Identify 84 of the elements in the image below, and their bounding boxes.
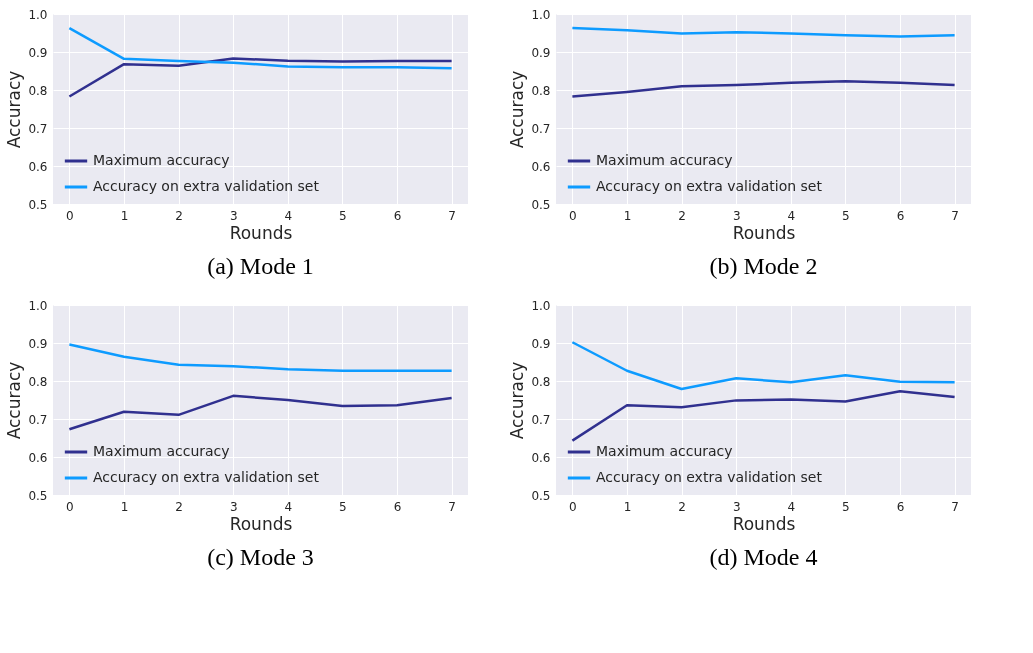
y-tick-label: 0.9 [28, 45, 48, 60]
line-series [68, 57, 453, 98]
x-tick-label: 5 [339, 208, 347, 223]
y-tick-label: 1.0 [531, 298, 551, 313]
legend-label: Accuracy on extra validation set [93, 469, 320, 485]
line-series [571, 26, 956, 38]
x-tick-label: 5 [339, 499, 347, 514]
y-tick-label: 1.0 [531, 7, 551, 22]
text: (d) Mode 4 [709, 544, 818, 570]
line-series [68, 394, 453, 431]
y-tick-label: 1.0 [28, 298, 48, 313]
y-tick-label: 0.7 [531, 412, 551, 427]
x-tick-label: 6 [393, 499, 402, 514]
y-tick-label: 0.5 [28, 488, 48, 503]
text: (a) Mode 1 [207, 253, 314, 279]
line-series [68, 343, 453, 372]
x-tick-label: 1 [120, 499, 129, 514]
y-axis-title: Accuracy [507, 70, 528, 149]
y-tick-label: 0.9 [28, 336, 48, 351]
y-tick-label: 0.6 [531, 450, 551, 465]
x-tick-label: 1 [120, 208, 129, 223]
y-tick-label: 0.5 [531, 488, 551, 503]
x-tick-label: 0 [66, 499, 74, 514]
x-tick-label: 6 [393, 208, 402, 223]
y-tick-label: 0.6 [28, 450, 48, 465]
y-tick-label: 0.8 [28, 374, 48, 389]
x-tick-label: 2 [678, 499, 686, 514]
y-axis-title: Accuracy [4, 361, 25, 440]
x-axis-title: Rounds [229, 222, 293, 243]
x-tick-label: 7 [951, 208, 959, 223]
y-tick-label: 0.6 [28, 159, 48, 174]
line-series [68, 26, 453, 70]
line-series [571, 80, 956, 98]
y-tick-label: 0.7 [531, 121, 551, 136]
x-tick-label: 6 [896, 208, 905, 223]
legend-label: Accuracy on extra validation set [596, 469, 823, 485]
x-tick-label: 6 [896, 499, 905, 514]
x-tick-label: 5 [842, 499, 850, 514]
line-series [571, 390, 956, 442]
y-tick-label: 1.0 [28, 7, 48, 22]
x-tick-label: 2 [678, 208, 686, 223]
x-tick-label: 4 [787, 208, 796, 223]
y-tick-label: 0.8 [531, 374, 551, 389]
y-tick-label: 0.9 [531, 45, 551, 60]
x-tick-label: 3 [229, 499, 238, 514]
x-tick-label: 7 [448, 499, 456, 514]
y-tick-label: 0.6 [531, 159, 551, 174]
y-tick-label: 0.7 [28, 412, 48, 427]
y-tick-label: 0.9 [531, 336, 551, 351]
y-tick-label: 0.8 [28, 83, 48, 98]
x-tick-label: 1 [623, 499, 632, 514]
legend-label: Accuracy on extra validation set [93, 178, 320, 194]
x-tick-label: 0 [66, 208, 74, 223]
x-axis-title: Rounds [732, 513, 796, 534]
legend-label: Accuracy on extra validation set [596, 178, 823, 194]
x-tick-label: 2 [175, 499, 183, 514]
x-tick-label: 3 [732, 499, 741, 514]
x-tick-label: 0 [569, 208, 577, 223]
y-tick-label: 0.7 [28, 121, 48, 136]
x-tick-label: 7 [448, 208, 456, 223]
x-tick-label: 4 [787, 499, 796, 514]
text: (c) Mode 3 [207, 544, 314, 570]
x-axis-title: Rounds [229, 513, 293, 534]
legend-label: Maximum accuracy [93, 443, 230, 459]
x-tick-label: 5 [842, 208, 850, 223]
y-axis-title: Accuracy [507, 361, 528, 440]
y-tick-label: 0.5 [531, 197, 551, 212]
x-tick-label: 7 [951, 499, 959, 514]
x-tick-label: 0 [569, 499, 577, 514]
x-tick-label: 2 [175, 208, 183, 223]
text: (b) Mode 2 [709, 253, 818, 279]
x-tick-label: 3 [229, 208, 238, 223]
x-tick-label: 4 [284, 499, 293, 514]
legend-label: Maximum accuracy [93, 152, 230, 168]
y-tick-label: 0.8 [531, 83, 551, 98]
x-axis-title: Rounds [732, 222, 796, 243]
line-series [571, 340, 956, 391]
y-axis-title: Accuracy [4, 70, 25, 149]
legend-label: Maximum accuracy [596, 152, 733, 168]
y-tick-label: 0.5 [28, 197, 48, 212]
x-tick-label: 3 [732, 208, 741, 223]
x-tick-label: 1 [623, 208, 632, 223]
legend-label: Maximum accuracy [596, 443, 733, 459]
x-tick-label: 4 [284, 208, 293, 223]
